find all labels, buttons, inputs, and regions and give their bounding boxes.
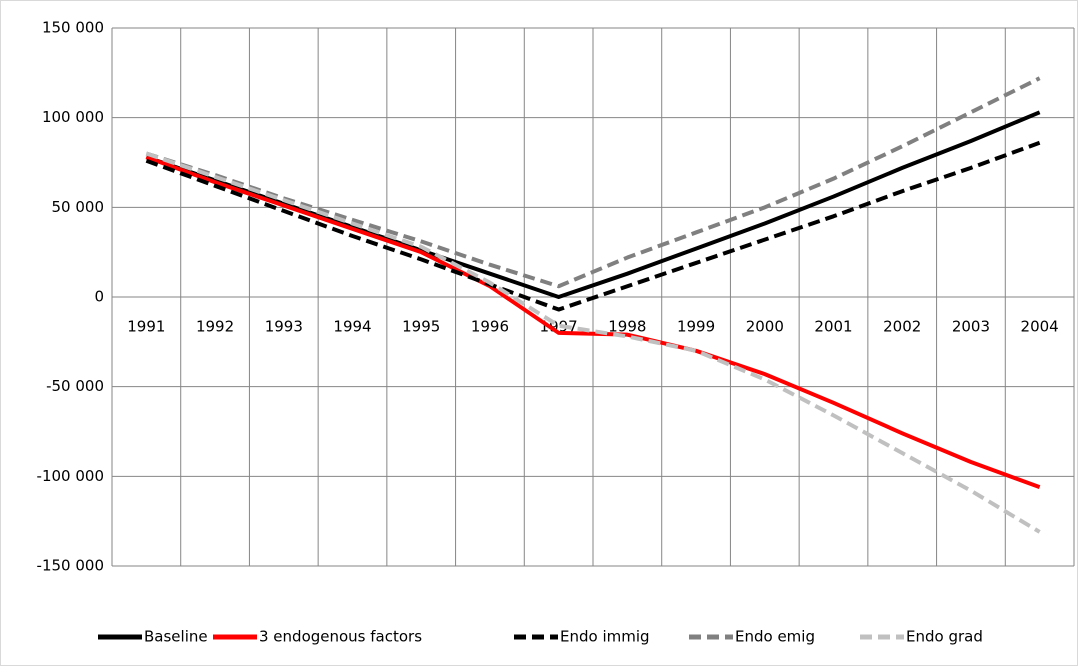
x-tick-label: 1994 bbox=[333, 318, 371, 336]
x-tick-label: 1992 bbox=[196, 318, 234, 336]
legend-label: 3 endogenous factors bbox=[259, 628, 422, 646]
y-tick-label: -50 000 bbox=[46, 377, 104, 395]
x-tick-label: 2002 bbox=[883, 318, 921, 336]
x-tick-label: 2000 bbox=[746, 318, 784, 336]
x-tick-label: 1999 bbox=[677, 318, 715, 336]
x-tick-label: 2004 bbox=[1021, 318, 1059, 336]
x-tick-label: 1995 bbox=[402, 318, 440, 336]
series-line bbox=[145, 140, 1041, 312]
x-tick-label: 2003 bbox=[952, 318, 990, 336]
y-tick-label: 0 bbox=[94, 288, 104, 306]
y-tick-label: 150 000 bbox=[42, 19, 104, 37]
legend-label: Endo emig bbox=[735, 628, 815, 646]
y-tick-label: -100 000 bbox=[37, 467, 104, 485]
legend-label: Endo grad bbox=[906, 628, 983, 646]
x-tick-label: 1996 bbox=[471, 318, 509, 336]
y-tick-label: -150 000 bbox=[37, 557, 104, 575]
x-tick-label: 1998 bbox=[608, 318, 646, 336]
y-tick-label: 100 000 bbox=[42, 108, 104, 126]
x-tick-label: 1993 bbox=[265, 318, 303, 336]
series-line bbox=[145, 76, 1041, 289]
x-tick-label: 2001 bbox=[814, 318, 852, 336]
legend-label: Baseline bbox=[144, 628, 208, 646]
legend-label: Endo immig bbox=[560, 628, 650, 646]
series-line bbox=[145, 155, 1041, 489]
x-tick-label: 1991 bbox=[127, 318, 165, 336]
y-tick-label: 50 000 bbox=[52, 198, 105, 216]
